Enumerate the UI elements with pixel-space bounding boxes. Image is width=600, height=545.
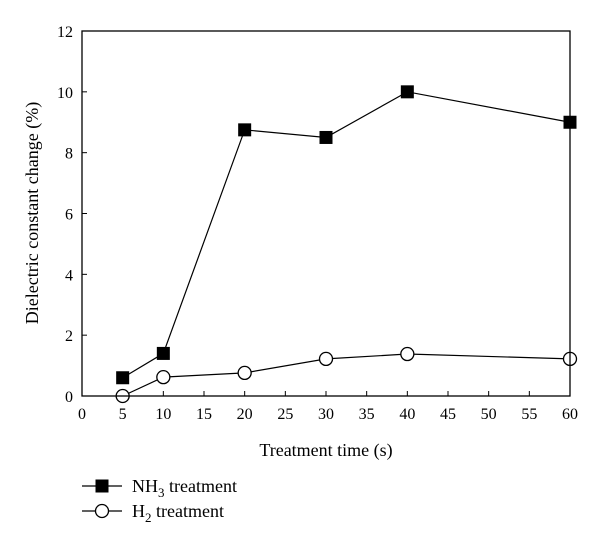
x-tick-label: 55 [521,406,537,423]
x-tick-label: 40 [399,406,415,423]
series-line-h2 [122,353,571,397]
y-tick-label: 8 [65,146,73,163]
x-tick-label: 50 [481,406,497,423]
y-tick-label: 10 [57,85,73,102]
x-tick-label: 0 [78,406,86,423]
x-tick-label: 30 [318,406,334,423]
x-tick-label: 20 [237,406,253,423]
legend-marker-h2 [94,503,110,519]
data-point-nh3 [319,130,333,144]
x-tick-label: 60 [562,406,578,423]
x-tick-label: 25 [277,406,293,423]
legend-label-h2: H2 treatment [132,501,224,525]
data-point-nh3 [156,346,170,360]
data-point-h2 [400,346,415,362]
x-tick-label: 15 [196,406,212,423]
data-point-nh3 [116,371,130,385]
y-tick-label: 0 [65,389,73,406]
x-axis-title: Treatment time (s) [259,440,392,461]
x-tick-label: 5 [119,406,127,423]
series-line-nh3 [122,91,571,379]
series-layer [115,85,578,404]
y-tick-label: 12 [57,24,73,41]
plot-frame [81,30,571,397]
data-point-nh3 [400,85,414,99]
x-tick-label: 35 [359,406,375,423]
x-tick-label: 10 [155,406,171,423]
data-point-h2 [237,365,252,381]
y-axis-title: Dielectric constant change (%) [22,102,43,324]
ticks-layer: 0 5 10 15 20 25 30 35 40 45 50 55 60 0 2 4 6 8 10 12 [57,24,578,423]
x-tick-label: 45 [440,406,456,423]
data-point-h2 [156,369,171,385]
data-point-h2 [318,351,334,367]
y-tick-label: 2 [65,328,73,345]
y-tick-label: 4 [65,267,73,284]
y-tick-label: 6 [65,207,73,224]
data-point-nh3 [238,123,252,137]
legend-marker-nh3 [95,479,109,493]
legend-label-nh3: NH3 treatment [132,476,237,500]
